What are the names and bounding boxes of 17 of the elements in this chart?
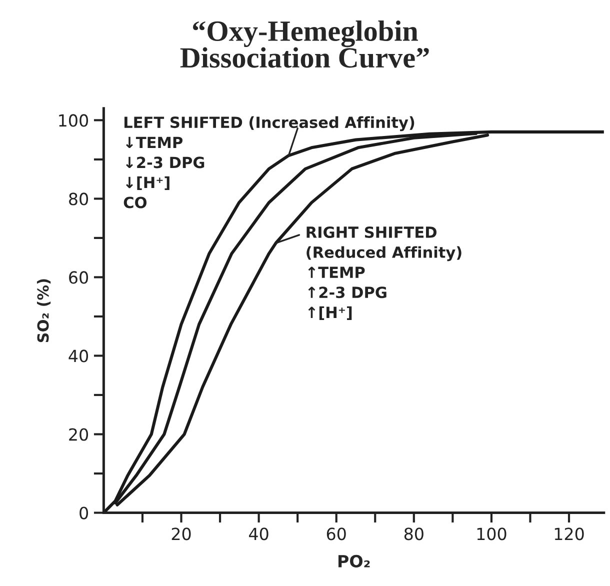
x-tick-label: 40: [249, 528, 268, 540]
y-tick-label: 100: [59, 114, 88, 127]
chart-title: “Oxy-Hemeglobin Dissociation Curve”: [180, 20, 429, 68]
annotation: LEFT SHIFTED (Increased Affinity) ↓TEMP ↓2-3 DPG ↓[H⁺] CO: [124, 116, 414, 208]
y-axis-title: SO₂ (%): [36, 279, 51, 342]
x-axis-title: PO₂: [338, 554, 370, 568]
x-tick-label: 80: [404, 528, 424, 540]
annotation: RIGHT SHIFTED (Reduced Affinity) ↑TEMP ↑2-3 DPG ↑[H⁺]: [306, 226, 462, 320]
y-tick-label: 0: [80, 506, 88, 520]
x-tick-label: 100: [477, 528, 506, 540]
x-tick-label: 20: [172, 528, 191, 540]
y-tick-label: 60: [69, 271, 88, 284]
y-tick-label: 80: [69, 192, 88, 206]
y-tick-label: 20: [69, 428, 88, 441]
x-tick-label: 120: [554, 528, 584, 540]
x-tick-label: 60: [326, 528, 346, 540]
y-tick-label: 40: [68, 350, 88, 362]
